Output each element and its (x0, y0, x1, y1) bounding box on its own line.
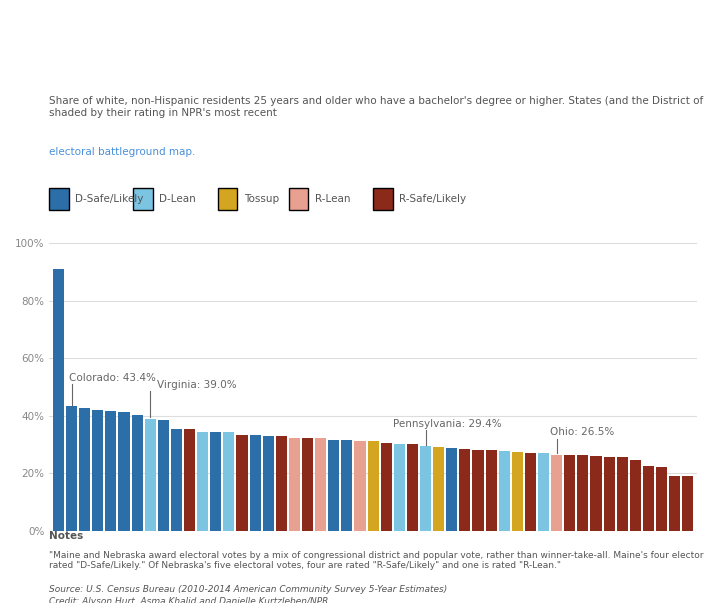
Bar (551, 455, 562, 531)
Bar (197, 432, 208, 531)
Text: Share of white, non-Hispanic residents 25 years and older who have a bachelor's : Share of white, non-Hispanic residents 2… (49, 96, 704, 118)
Bar (459, 449, 470, 531)
Text: Notes: Notes (49, 531, 84, 541)
Bar (420, 446, 431, 531)
Bar (446, 447, 458, 531)
Bar (538, 453, 549, 531)
Text: electoral battleground map.: electoral battleground map. (49, 147, 196, 157)
Bar (682, 476, 693, 531)
Bar (367, 441, 379, 531)
FancyBboxPatch shape (218, 188, 237, 210)
Bar (237, 435, 248, 531)
Text: D-Lean: D-Lean (159, 194, 196, 204)
Bar (249, 435, 260, 531)
Bar (158, 420, 169, 531)
Bar (263, 435, 274, 531)
Bar (92, 410, 103, 531)
Bar (617, 458, 628, 531)
Text: Source: U.S. Census Bureau (2010-2014 American Community Survey 5-Year Estimates: Source: U.S. Census Bureau (2010-2014 Am… (49, 585, 448, 594)
Bar (106, 411, 116, 531)
Bar (472, 450, 484, 531)
Bar (315, 438, 326, 531)
Text: Ohio: 26.5%: Ohio: 26.5% (550, 428, 615, 437)
Bar (341, 440, 353, 531)
Text: D-Safe/Likely: D-Safe/Likely (75, 194, 144, 204)
Bar (210, 432, 221, 531)
Bar (184, 429, 195, 531)
Bar (66, 406, 77, 531)
Bar (223, 432, 234, 531)
Bar (289, 438, 300, 531)
Bar (643, 466, 654, 531)
FancyBboxPatch shape (134, 188, 153, 210)
Bar (328, 440, 339, 531)
Bar (603, 456, 615, 531)
Text: Virginia: 39.0%: Virginia: 39.0% (157, 380, 237, 390)
Bar (171, 429, 182, 531)
Bar (577, 455, 589, 531)
Text: "Maine and Nebraska award electoral votes by a mix of congressional district and: "Maine and Nebraska award electoral vote… (49, 551, 704, 570)
Bar (381, 443, 392, 531)
Bar (144, 418, 156, 531)
Bar (669, 476, 680, 531)
Bar (630, 459, 641, 531)
Bar (407, 444, 418, 531)
FancyBboxPatch shape (49, 188, 69, 210)
FancyBboxPatch shape (289, 188, 308, 210)
Bar (486, 450, 497, 531)
Bar (354, 441, 365, 531)
Bar (79, 408, 90, 531)
Bar (564, 455, 575, 531)
Text: Credit: Alyson Hurt, Asma Khalid and Danielle Kurtzleben/NPR: Credit: Alyson Hurt, Asma Khalid and Dan… (49, 597, 329, 603)
Bar (498, 451, 510, 531)
Bar (656, 467, 667, 531)
Bar (132, 415, 143, 531)
Text: R-Safe/Likely: R-Safe/Likely (399, 194, 466, 204)
Text: Colorado: 43.4%: Colorado: 43.4% (69, 373, 156, 383)
Bar (525, 453, 536, 531)
FancyBboxPatch shape (373, 188, 393, 210)
Text: Tossup: Tossup (244, 194, 279, 204)
Text: Pennsylvania: 29.4%: Pennsylvania: 29.4% (393, 419, 501, 429)
Bar (512, 452, 523, 531)
Bar (302, 438, 313, 531)
Bar (433, 446, 444, 531)
Bar (591, 456, 602, 531)
Bar (118, 412, 130, 531)
Text: R-Lean: R-Lean (315, 194, 351, 204)
Bar (394, 444, 405, 531)
Bar (53, 270, 64, 531)
Bar (276, 436, 287, 531)
